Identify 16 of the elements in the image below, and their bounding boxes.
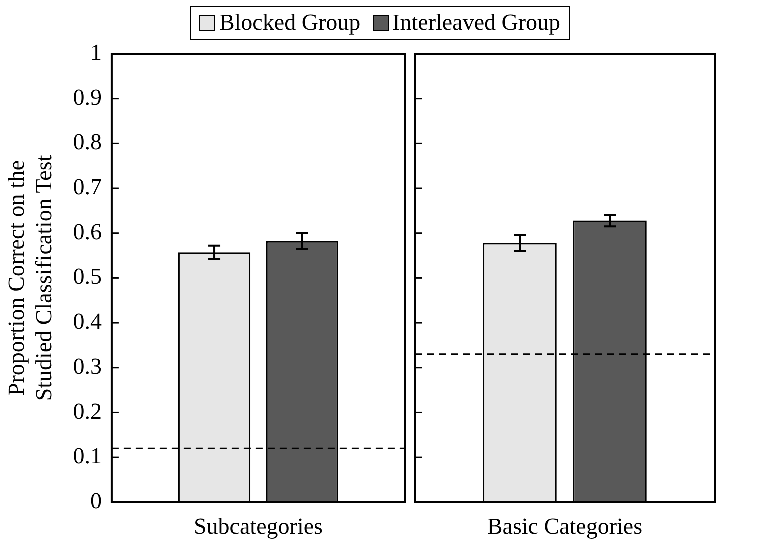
y-tick-label: 0.2 (73, 398, 102, 424)
y-tick-label: 0 (90, 488, 102, 514)
y-tick-label: 1 (90, 40, 102, 66)
y-tick-label: 0.9 (73, 84, 102, 110)
y-tick-label: 0.3 (73, 354, 102, 379)
y-tick-label: 0.7 (73, 174, 102, 200)
y-tick-label: 0.5 (73, 264, 102, 290)
legend-label: Blocked Group (219, 9, 361, 37)
y-tick-label: 0.1 (73, 444, 102, 469)
y-tick-label: 0.6 (73, 219, 102, 244)
x-tick-label: Subcategories (194, 514, 324, 540)
y-axis-title: Proportion Correct on the Studied Classification Test (4, 154, 56, 402)
y-tick-label: 0.4 (73, 309, 102, 334)
x-tick-label: Basic Categories (487, 514, 643, 540)
y-tick-label: 0.8 (73, 130, 102, 155)
legend-label: Interleaved Group (392, 9, 561, 37)
